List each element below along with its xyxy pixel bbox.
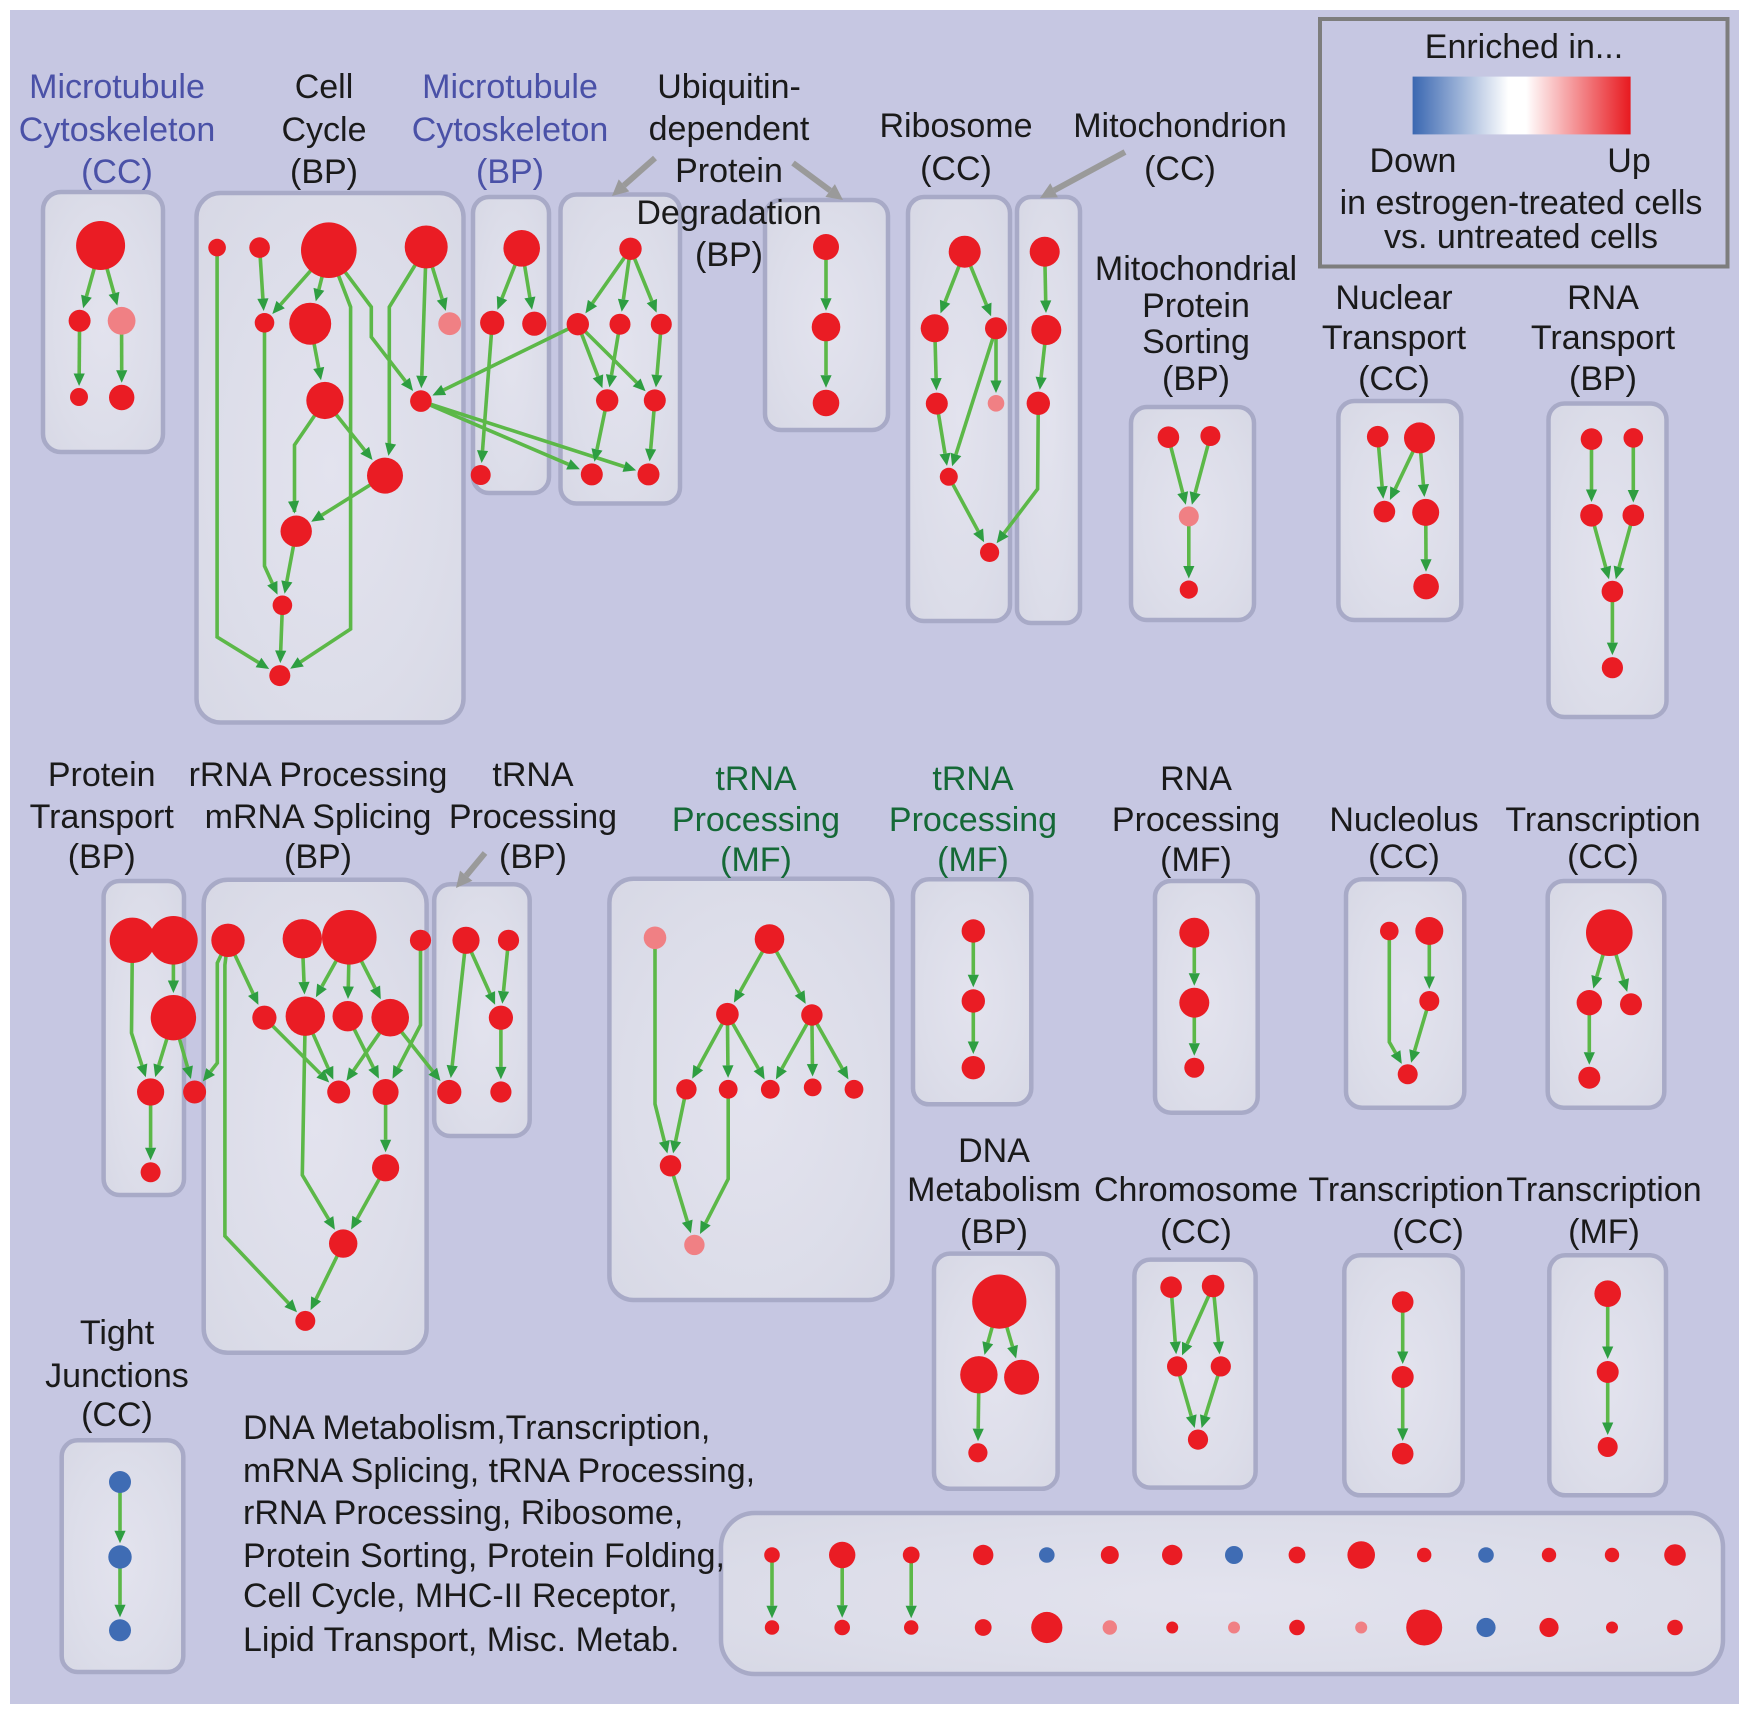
svg-text:RNA: RNA bbox=[1567, 279, 1639, 317]
svg-text:(BP): (BP) bbox=[1162, 360, 1230, 398]
svg-text:(BP): (BP) bbox=[960, 1213, 1028, 1251]
svg-text:(BP): (BP) bbox=[290, 153, 358, 191]
svg-text:Transcription: Transcription bbox=[1506, 1171, 1701, 1209]
svg-text:tRNA: tRNA bbox=[715, 760, 797, 798]
svg-text:(CC): (CC) bbox=[920, 150, 992, 188]
svg-text:(MF): (MF) bbox=[720, 841, 792, 879]
svg-text:Junctions: Junctions bbox=[45, 1357, 189, 1395]
svg-text:Degradation: Degradation bbox=[636, 194, 821, 232]
svg-text:(MF): (MF) bbox=[937, 841, 1009, 879]
svg-text:Microtubule: Microtubule bbox=[29, 68, 205, 106]
svg-text:Ubiquitin-: Ubiquitin- bbox=[657, 68, 801, 106]
svg-text:rRNA Processing: rRNA Processing bbox=[189, 756, 448, 794]
svg-text:Protein: Protein bbox=[675, 152, 783, 190]
svg-text:(MF): (MF) bbox=[1568, 1213, 1640, 1251]
svg-text:vs. untreated cells: vs. untreated cells bbox=[1384, 218, 1658, 256]
svg-text:Transport: Transport bbox=[30, 798, 175, 836]
svg-text:Up: Up bbox=[1607, 142, 1650, 180]
svg-text:rRNA Processing, Ribosome,: rRNA Processing, Ribosome, bbox=[243, 1494, 683, 1532]
svg-text:Processing: Processing bbox=[672, 801, 840, 839]
svg-text:Cytoskeleton: Cytoskeleton bbox=[412, 111, 609, 149]
svg-text:Microtubule: Microtubule bbox=[422, 68, 598, 106]
svg-text:Down: Down bbox=[1370, 142, 1457, 180]
svg-text:(BP): (BP) bbox=[476, 153, 544, 191]
svg-text:(CC): (CC) bbox=[81, 153, 153, 191]
svg-text:DNA: DNA bbox=[958, 1132, 1030, 1170]
svg-text:Processing: Processing bbox=[449, 798, 617, 836]
svg-text:(BP): (BP) bbox=[695, 236, 763, 274]
svg-text:Nuclear: Nuclear bbox=[1335, 279, 1452, 317]
svg-text:Cycle: Cycle bbox=[281, 111, 366, 149]
svg-text:dependent: dependent bbox=[649, 110, 810, 148]
svg-text:Transcription: Transcription bbox=[1308, 1171, 1503, 1209]
svg-text:tRNA: tRNA bbox=[932, 760, 1014, 798]
svg-text:mRNA Splicing, tRNA Processing: mRNA Splicing, tRNA Processing, bbox=[243, 1452, 755, 1490]
svg-text:tRNA: tRNA bbox=[492, 756, 574, 794]
svg-text:(MF): (MF) bbox=[1160, 841, 1232, 879]
svg-text:DNA Metabolism,Transcription,: DNA Metabolism,Transcription, bbox=[243, 1409, 710, 1447]
svg-text:(BP): (BP) bbox=[499, 838, 567, 876]
svg-text:(CC): (CC) bbox=[1392, 1213, 1464, 1251]
svg-text:Nucleolus: Nucleolus bbox=[1329, 801, 1478, 839]
svg-text:Protein: Protein bbox=[48, 756, 156, 794]
svg-text:(CC): (CC) bbox=[1160, 1213, 1232, 1251]
svg-text:(CC): (CC) bbox=[1567, 838, 1639, 876]
svg-text:Protein Sorting, Protein Foldi: Protein Sorting, Protein Folding, bbox=[243, 1537, 725, 1575]
svg-text:(CC): (CC) bbox=[1358, 360, 1430, 398]
svg-text:in estrogen-treated cells: in estrogen-treated cells bbox=[1340, 184, 1703, 222]
svg-text:Chromosome: Chromosome bbox=[1094, 1171, 1298, 1209]
svg-text:Sorting: Sorting bbox=[1142, 323, 1250, 361]
svg-text:Protein: Protein bbox=[1142, 287, 1250, 325]
svg-text:Enriched in...: Enriched in... bbox=[1425, 28, 1623, 66]
svg-text:Transport: Transport bbox=[1322, 319, 1467, 357]
svg-text:(BP): (BP) bbox=[284, 838, 352, 876]
svg-text:(BP): (BP) bbox=[68, 838, 136, 876]
svg-text:Lipid Transport, Misc. Metab.: Lipid Transport, Misc. Metab. bbox=[243, 1621, 680, 1659]
svg-text:Tight: Tight bbox=[80, 1314, 155, 1352]
svg-text:(BP): (BP) bbox=[1569, 360, 1637, 398]
svg-text:mRNA Splicing: mRNA Splicing bbox=[205, 798, 432, 836]
svg-text:Processing: Processing bbox=[889, 801, 1057, 839]
svg-text:Ribosome: Ribosome bbox=[879, 107, 1032, 145]
svg-text:Cell Cycle, MHC-II Receptor,: Cell Cycle, MHC-II Receptor, bbox=[243, 1577, 678, 1615]
svg-text:(CC): (CC) bbox=[1144, 150, 1216, 188]
svg-text:Processing: Processing bbox=[1112, 801, 1280, 839]
svg-text:Transcription: Transcription bbox=[1505, 801, 1700, 839]
svg-text:Mitochondrion: Mitochondrion bbox=[1073, 107, 1287, 145]
svg-text:(CC): (CC) bbox=[81, 1396, 153, 1434]
svg-text:Mitochondrial: Mitochondrial bbox=[1095, 250, 1297, 288]
svg-text:Transport: Transport bbox=[1531, 319, 1676, 357]
svg-text:(CC): (CC) bbox=[1368, 838, 1440, 876]
svg-text:RNA: RNA bbox=[1160, 760, 1232, 798]
svg-text:Cytoskeleton: Cytoskeleton bbox=[19, 111, 216, 149]
svg-text:Metabolism: Metabolism bbox=[907, 1171, 1081, 1209]
svg-text:Cell: Cell bbox=[295, 68, 354, 106]
